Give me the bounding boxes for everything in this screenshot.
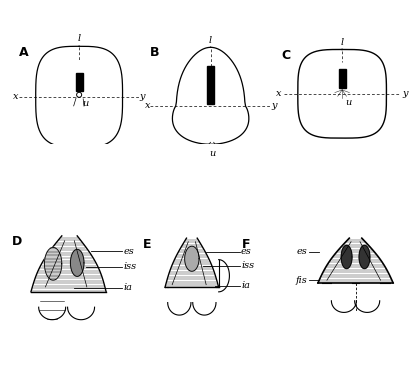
Text: x: x: [13, 92, 19, 101]
Polygon shape: [341, 245, 352, 269]
Text: ia: ia: [123, 283, 133, 292]
Text: u: u: [209, 149, 216, 158]
Text: es: es: [241, 247, 252, 256]
Text: C: C: [281, 49, 291, 61]
Text: B: B: [150, 46, 159, 59]
Text: es: es: [123, 247, 134, 256]
Text: x: x: [276, 89, 281, 98]
Polygon shape: [45, 248, 62, 280]
Text: l: l: [341, 37, 344, 47]
Text: E: E: [143, 238, 152, 251]
Polygon shape: [318, 238, 393, 283]
Polygon shape: [185, 246, 199, 271]
Text: iss: iss: [123, 262, 137, 271]
Text: D: D: [12, 235, 22, 248]
Polygon shape: [31, 236, 106, 292]
Bar: [76, 73, 83, 91]
Text: y: y: [403, 89, 408, 98]
Text: fis: fis: [295, 276, 307, 285]
Text: es: es: [297, 247, 307, 256]
Polygon shape: [359, 245, 370, 269]
Text: y: y: [271, 101, 277, 110]
Bar: [207, 65, 214, 104]
Text: u: u: [345, 98, 351, 107]
Text: x: x: [145, 101, 150, 110]
Text: F: F: [242, 238, 250, 251]
Polygon shape: [165, 238, 218, 287]
Text: l: l: [78, 34, 81, 43]
Text: u: u: [82, 99, 88, 108]
Text: y: y: [140, 92, 145, 101]
Polygon shape: [71, 249, 84, 276]
Text: ia: ia: [241, 281, 250, 290]
Text: iss: iss: [241, 261, 254, 270]
Text: l: l: [209, 36, 212, 45]
Bar: [339, 69, 346, 88]
Text: A: A: [19, 46, 28, 59]
